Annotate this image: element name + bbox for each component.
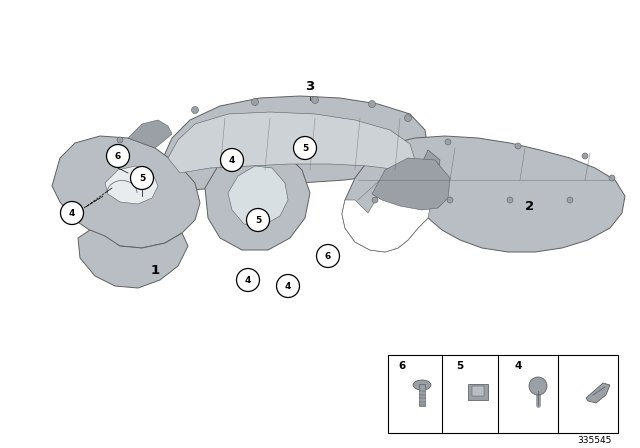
Circle shape (372, 197, 378, 203)
Text: 5: 5 (139, 173, 145, 182)
Text: 335545: 335545 (578, 435, 612, 444)
Polygon shape (128, 120, 172, 148)
Polygon shape (105, 166, 158, 204)
Polygon shape (78, 230, 188, 288)
Circle shape (221, 148, 243, 172)
Polygon shape (342, 136, 625, 252)
Text: 5: 5 (255, 215, 261, 224)
Polygon shape (168, 112, 415, 173)
Polygon shape (155, 96, 428, 190)
Circle shape (447, 197, 453, 203)
Text: 3: 3 (305, 79, 315, 92)
Circle shape (61, 202, 83, 224)
Circle shape (404, 115, 412, 121)
Text: 6: 6 (325, 251, 331, 260)
Polygon shape (586, 383, 610, 403)
Circle shape (106, 145, 129, 168)
Bar (468, 384, 488, 400)
Text: 4: 4 (515, 361, 522, 371)
Circle shape (191, 107, 198, 113)
Circle shape (515, 143, 521, 149)
Circle shape (445, 139, 451, 145)
Polygon shape (205, 146, 310, 250)
Circle shape (246, 208, 269, 232)
Polygon shape (228, 166, 288, 226)
Polygon shape (52, 136, 200, 248)
Text: 6: 6 (115, 151, 121, 160)
Text: 2: 2 (525, 199, 534, 212)
Circle shape (252, 99, 259, 105)
Text: 4: 4 (285, 281, 291, 290)
Text: 5: 5 (302, 143, 308, 152)
Circle shape (67, 215, 73, 221)
Circle shape (237, 268, 259, 292)
Ellipse shape (413, 380, 431, 390)
Circle shape (582, 153, 588, 159)
Polygon shape (342, 186, 432, 252)
Text: 4: 4 (229, 155, 235, 164)
Circle shape (317, 245, 339, 267)
Bar (388, 355, 618, 433)
Text: 1: 1 (150, 263, 159, 276)
Circle shape (294, 137, 317, 159)
Circle shape (529, 377, 547, 395)
Polygon shape (405, 150, 440, 180)
Circle shape (369, 100, 376, 108)
Circle shape (609, 175, 615, 181)
Circle shape (276, 275, 300, 297)
Text: 4: 4 (245, 276, 251, 284)
Text: 5: 5 (456, 361, 463, 371)
Text: 6: 6 (398, 361, 406, 371)
Bar (472, 386, 484, 396)
Circle shape (131, 167, 154, 190)
Circle shape (312, 96, 319, 103)
Circle shape (567, 197, 573, 203)
Bar (419, 384, 425, 406)
Circle shape (507, 197, 513, 203)
Polygon shape (372, 158, 450, 210)
Text: 4: 4 (69, 208, 75, 217)
Circle shape (117, 137, 123, 143)
